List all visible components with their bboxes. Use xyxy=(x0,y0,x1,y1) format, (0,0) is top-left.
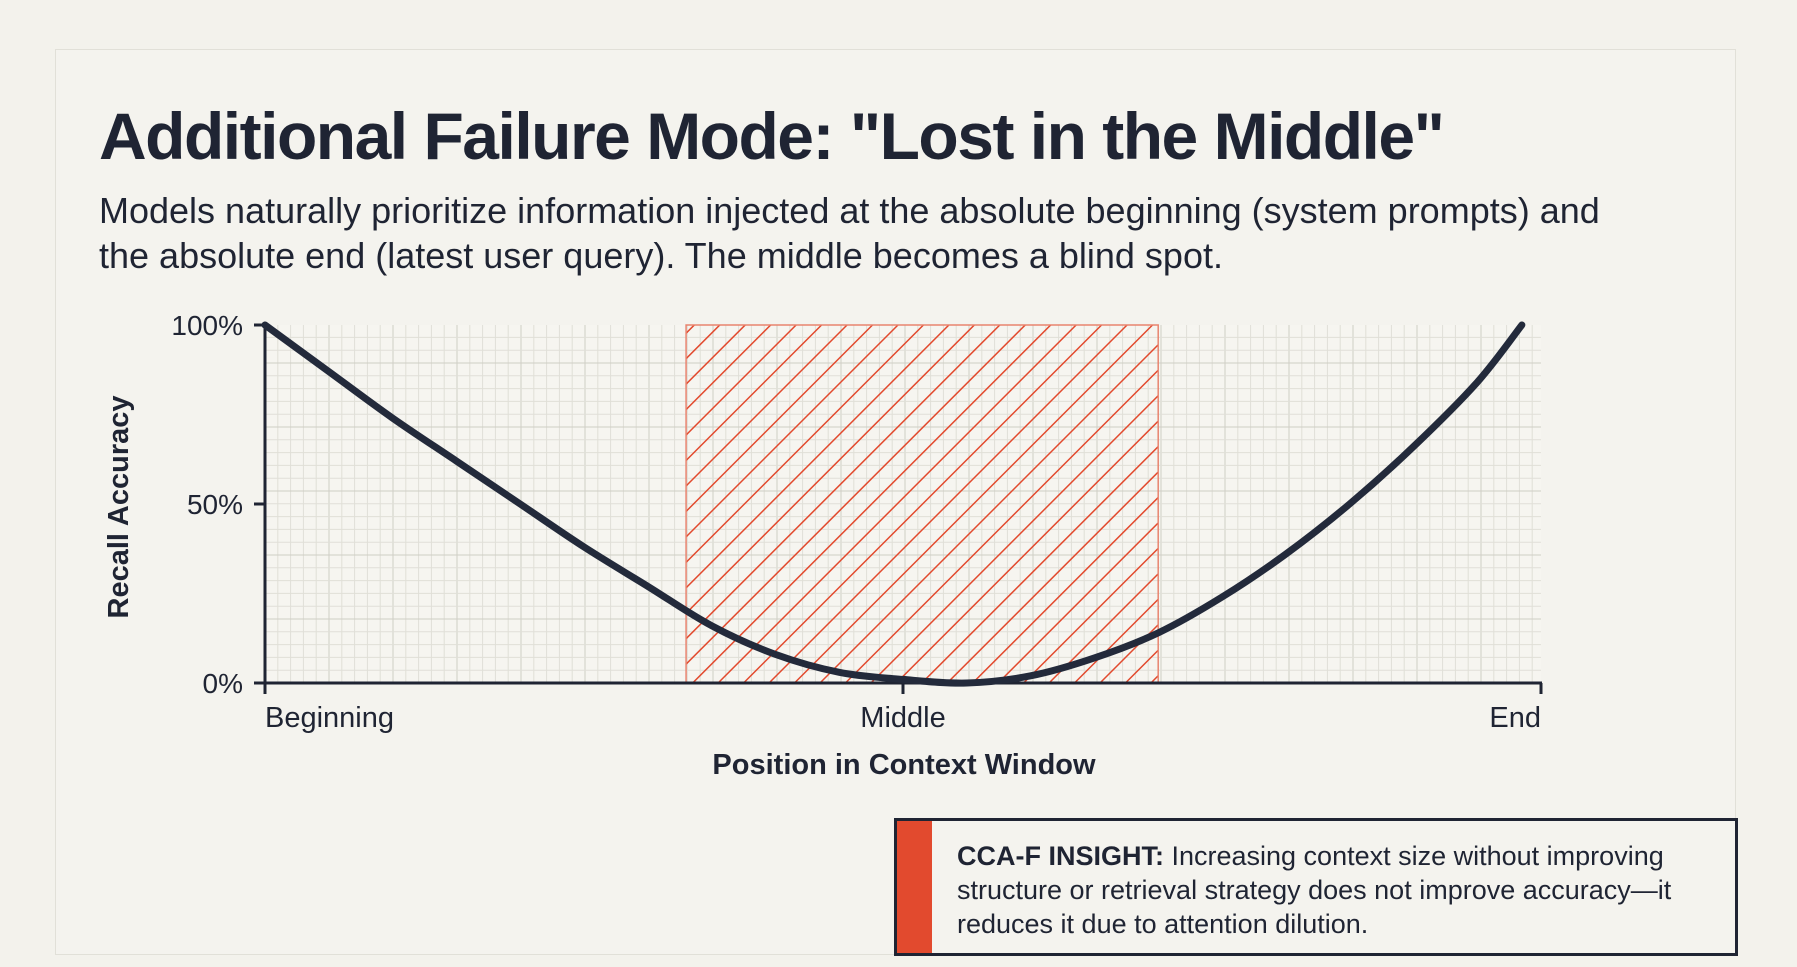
insight-text: CCA-F INSIGHT: Increasing context size w… xyxy=(957,839,1721,941)
y-axis-label: Recall Accuracy xyxy=(103,395,135,618)
x-tick-label: Beginning xyxy=(265,702,394,734)
insight-callout: CCA-F INSIGHT: Increasing context size w… xyxy=(894,818,1738,956)
slide-title: Additional Failure Mode: "Lost in the Mi… xyxy=(99,99,1445,173)
y-tick-label: 50% xyxy=(187,489,243,520)
y-tick-label: 0% xyxy=(203,668,243,699)
chart-axes xyxy=(254,323,1543,694)
insight-body: Increasing context size without improvin… xyxy=(957,841,1672,939)
recall-chart: 0% 50% 100% Beginning Middle End Position in… xyxy=(103,310,1543,781)
y-tick-label: 100% xyxy=(171,310,243,341)
x-tick-label: Middle xyxy=(860,702,945,734)
recall-curve-line xyxy=(261,321,1526,687)
insight-label: CCA-F INSIGHT: xyxy=(957,841,1164,871)
x-axis-label: Position in Context Window xyxy=(712,749,1096,781)
x-tick-label: End xyxy=(1489,702,1541,734)
insight-accent-bar xyxy=(897,821,932,953)
blind-spot-region xyxy=(685,324,1159,684)
slide-subtitle: Models naturally prioritize information … xyxy=(99,190,1600,276)
